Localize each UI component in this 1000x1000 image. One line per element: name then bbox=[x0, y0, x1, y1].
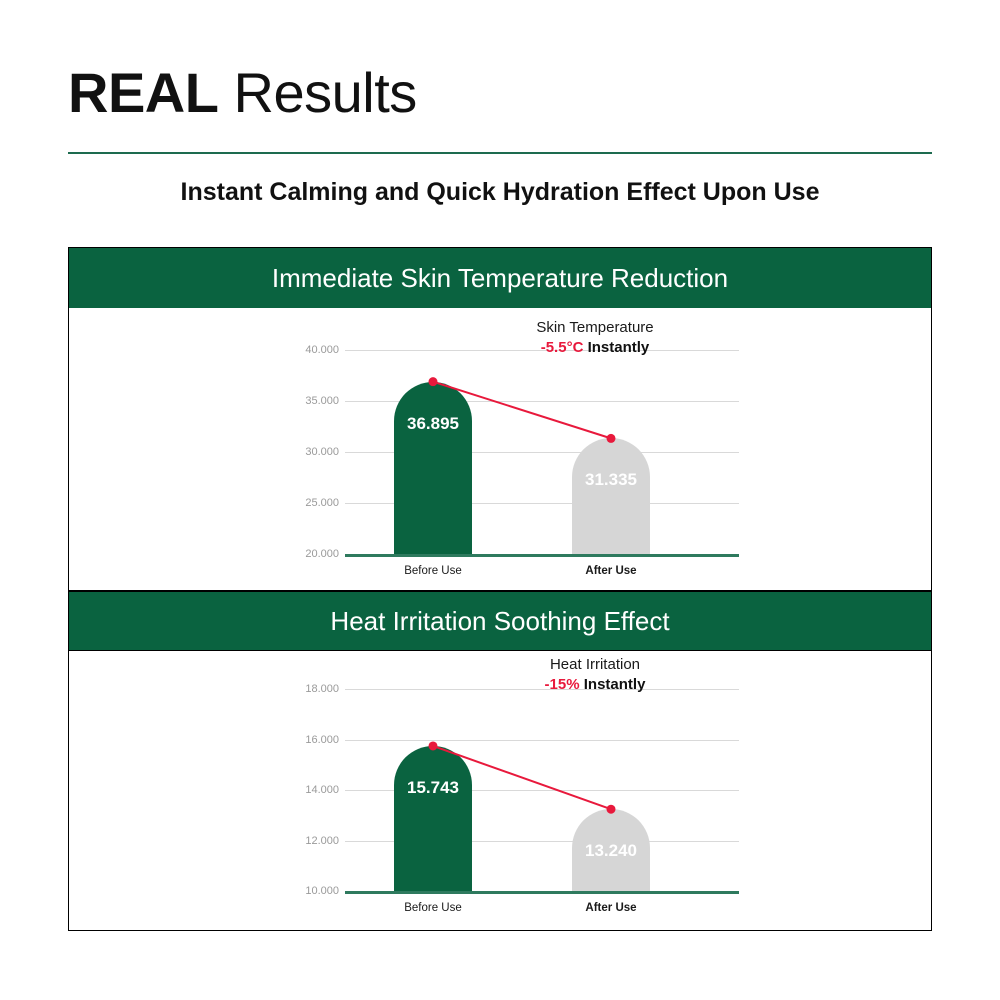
bar-value-label: 15.743 bbox=[407, 777, 459, 797]
chart-plot-irritation: 10.000 12.000 14.000 16.000 18.000 15.743 Befo… bbox=[283, 651, 739, 930]
chart-gridline bbox=[345, 350, 739, 351]
section-header-temperature: Immediate Skin Temperature Reduction bbox=[69, 248, 931, 308]
chart-gridline bbox=[345, 503, 739, 504]
callout-metric-name: Heat Irritation bbox=[549, 656, 641, 673]
bar-value-label: 36.895 bbox=[407, 413, 459, 433]
callout-delta-line: -5.5°C Instantly bbox=[475, 338, 715, 358]
results-card: Immediate Skin Temperature Reduction 20.… bbox=[68, 247, 932, 931]
chart-gridline bbox=[345, 840, 739, 842]
y-axis-tick-label: 18.000 bbox=[305, 683, 339, 695]
chart-bar bbox=[572, 438, 650, 554]
chart-panel-temperature: 20.000 25.000 30.000 35.000 40.000 36.895 Befo… bbox=[69, 308, 931, 591]
change-connector bbox=[428, 741, 616, 814]
callout-delta-line: -15% Instantly bbox=[475, 675, 715, 695]
x-axis-tick-label: After Use bbox=[585, 565, 637, 577]
y-axis-tick-label: 40.000 bbox=[305, 344, 339, 356]
y-axis-tick-label: 35.000 bbox=[305, 395, 339, 407]
callout-delta-word: Instantly bbox=[583, 338, 650, 356]
x-axis-tick-label: Before Use bbox=[404, 902, 462, 914]
chart-bar bbox=[394, 381, 472, 554]
page-title-light: Results bbox=[233, 61, 418, 124]
chart-gridline bbox=[345, 739, 739, 741]
section-header-irritation: Heat Irritation Soothing Effect bbox=[69, 591, 931, 651]
chart-gridline bbox=[345, 790, 739, 791]
chart-plot-temperature: 20.000 25.000 30.000 35.000 40.000 36.895 Befo… bbox=[283, 308, 739, 590]
y-axis-tick-label: 12.000 bbox=[305, 834, 339, 847]
chart-bar bbox=[394, 745, 472, 891]
chart-baseline bbox=[345, 891, 739, 894]
y-axis-tick-label: 20.000 bbox=[305, 548, 339, 560]
callout-metric-name: Skin Temperature bbox=[536, 319, 654, 336]
callout-delta-value: -5.5°C bbox=[540, 338, 584, 356]
x-axis-tick-label: After Use bbox=[585, 902, 637, 914]
callout-delta-word: Instantly bbox=[579, 675, 646, 693]
title-divider bbox=[68, 152, 932, 154]
bar-value-label: 31.335 bbox=[585, 470, 637, 490]
change-connector bbox=[428, 377, 616, 443]
y-axis-tick-label: 10.000 bbox=[305, 885, 339, 897]
chart-callout: Skin Temperature -5.5°C Instantly bbox=[475, 318, 715, 358]
callout-delta-value: -15% bbox=[544, 675, 580, 693]
chart-baseline bbox=[345, 554, 739, 557]
chart-gridline bbox=[345, 452, 739, 453]
chart-bar bbox=[572, 809, 650, 891]
bar-value-label: 13.240 bbox=[585, 841, 637, 861]
section-header-label: Heat Irritation Soothing Effect bbox=[330, 605, 670, 636]
chart-panel-irritation: 10.000 12.000 14.000 16.000 18.000 15.743 Befo… bbox=[69, 651, 931, 930]
chart-gridline bbox=[345, 689, 739, 690]
page-subtitle: Instant Calming and Quick Hydration Effe… bbox=[180, 178, 820, 206]
x-axis-tick-label: Before Use bbox=[404, 565, 462, 577]
y-axis-tick-label: 30.000 bbox=[305, 446, 339, 458]
page-title: REAL Results bbox=[68, 62, 417, 124]
y-axis-tick-label: 14.000 bbox=[305, 784, 339, 796]
y-axis-tick-label: 25.000 bbox=[305, 497, 339, 509]
page-title-strong: REAL bbox=[68, 61, 219, 124]
section-header-label: Immediate Skin Temperature Reduction bbox=[271, 262, 729, 293]
chart-callout: Heat Irritation -15% Instantly bbox=[475, 655, 715, 695]
y-axis-tick-label: 16.000 bbox=[305, 733, 339, 746]
chart-gridline bbox=[345, 401, 739, 402]
